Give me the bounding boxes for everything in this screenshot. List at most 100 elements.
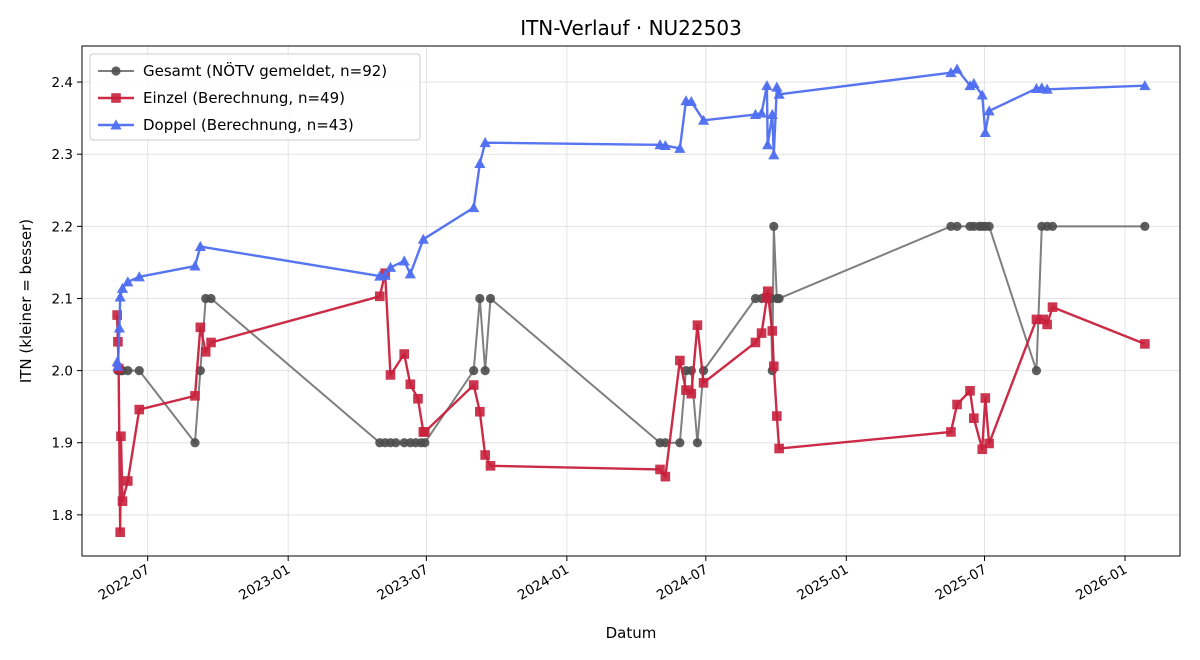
data-point <box>965 386 975 396</box>
data-point <box>762 139 774 150</box>
data-point <box>698 378 709 388</box>
data-point <box>479 137 491 148</box>
y-tick-label: 2.3 <box>52 147 73 163</box>
data-point <box>761 80 773 91</box>
data-point <box>984 438 994 449</box>
data-point <box>979 126 991 138</box>
data-point <box>762 286 773 297</box>
data-point <box>475 293 485 304</box>
chart-title: ITN-Verlauf · NU22503 <box>520 16 742 40</box>
data-point <box>762 292 772 303</box>
data-point <box>1047 221 1058 231</box>
series-3 <box>111 63 1151 371</box>
data-point <box>952 221 962 231</box>
data-point <box>681 385 691 395</box>
data-point <box>134 366 144 376</box>
legend: Gesamt (NÖTV gemeldet, n=92) Einzel (Bere… <box>89 53 421 141</box>
data-point <box>685 95 697 107</box>
data-point <box>114 291 126 302</box>
data-point <box>697 114 710 125</box>
data-point <box>976 89 988 100</box>
data-point <box>659 139 671 151</box>
grid <box>82 46 1180 556</box>
data-point <box>112 360 124 371</box>
data-point <box>766 108 778 120</box>
data-point <box>385 370 396 380</box>
data-point <box>113 322 126 333</box>
data-point <box>474 157 486 169</box>
data-point <box>977 444 988 455</box>
data-point <box>768 361 779 372</box>
data-point <box>1047 302 1058 312</box>
data-point <box>195 322 206 333</box>
data-point <box>420 427 430 437</box>
data-point <box>480 450 490 460</box>
data-point <box>469 366 479 376</box>
data-point <box>945 67 957 78</box>
data-point <box>475 406 485 417</box>
data-point <box>206 337 216 348</box>
y-tick-label: 2.2 <box>52 219 73 235</box>
data-point <box>117 496 128 506</box>
data-point <box>951 63 963 74</box>
data-point <box>772 411 782 421</box>
data-point <box>1140 221 1150 231</box>
data-point <box>771 81 783 92</box>
data-point <box>674 142 686 153</box>
series-group <box>111 63 1151 537</box>
data-point <box>1031 314 1042 325</box>
data-point <box>417 233 429 244</box>
y-tick-label: 1.9 <box>52 436 73 452</box>
data-point <box>123 366 133 376</box>
data-point <box>969 413 979 424</box>
legend-marker <box>111 66 121 76</box>
legend-label: Einzel (Berechnung, n=49) <box>143 89 345 107</box>
data-point <box>398 255 410 266</box>
legend-entry: Einzel (Berechnung, n=49) <box>98 89 345 107</box>
y-axis-label: ITN (kleiner = besser) <box>17 219 35 383</box>
y-tick-label: 2.1 <box>52 291 73 307</box>
data-point <box>1139 80 1151 91</box>
data-point <box>391 438 401 448</box>
data-point <box>686 388 697 399</box>
data-point <box>123 476 133 486</box>
data-point <box>374 291 385 302</box>
x-axis-label: Datum <box>606 624 657 642</box>
legend-label: Doppel (Berechnung, n=43) <box>143 116 354 134</box>
data-point <box>115 527 125 537</box>
data-point <box>774 443 784 454</box>
data-point <box>750 337 761 348</box>
data-point <box>468 201 480 213</box>
data-point <box>660 471 671 482</box>
data-point <box>480 366 490 376</box>
data-point <box>379 269 391 280</box>
data-point <box>980 393 991 403</box>
data-point <box>1042 319 1052 330</box>
data-point <box>190 391 200 401</box>
data-point <box>692 438 703 448</box>
data-point <box>767 326 778 336</box>
legend-marker <box>110 119 122 130</box>
y-tick-label: 2.0 <box>52 364 73 380</box>
y-tick-label: 2.4 <box>52 75 73 91</box>
data-point <box>399 349 410 359</box>
data-point <box>133 271 145 282</box>
data-point <box>122 276 134 287</box>
legend-label: Gesamt (NÖTV gemeldet, n=92) <box>143 61 387 80</box>
data-point <box>468 380 479 390</box>
data-point <box>206 293 216 304</box>
data-point <box>675 355 685 366</box>
data-point <box>485 293 496 304</box>
data-point <box>952 399 962 410</box>
data-point <box>134 404 145 415</box>
data-point <box>384 261 397 272</box>
data-point <box>1041 83 1053 94</box>
data-point <box>190 438 200 448</box>
data-point <box>404 268 416 279</box>
data-point <box>189 260 201 271</box>
data-point <box>768 149 780 160</box>
data-point <box>1038 314 1049 325</box>
data-point <box>1140 339 1150 349</box>
data-point <box>655 464 665 475</box>
